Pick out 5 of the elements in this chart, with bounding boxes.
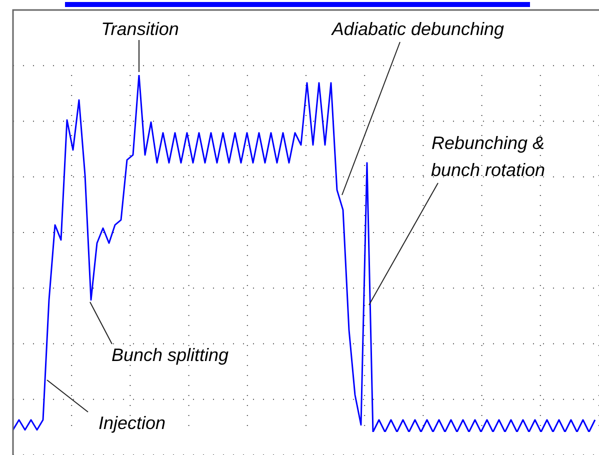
text: Adiabatic debunching [330,18,506,41]
text: Transition [100,18,180,41]
annotation: Bunch splitting [110,344,230,367]
annotation: Injection [97,412,167,435]
annotation: Rebunching & bunch rotation [430,132,546,182]
